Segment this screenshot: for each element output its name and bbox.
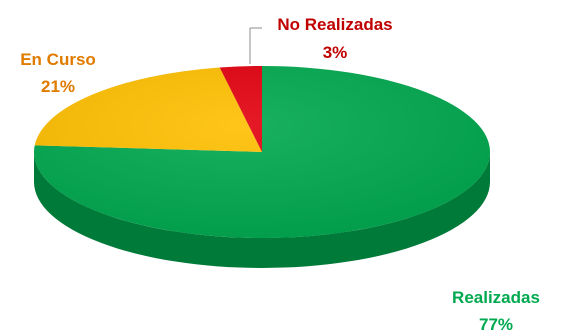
label-en-curso-value: 21% — [41, 77, 75, 96]
pie-side-realizadas — [34, 152, 490, 268]
pie-slices — [34, 66, 491, 239]
label-no-realizadas-name: No Realizadas — [277, 15, 392, 34]
pie-labels: Realizadas 77% En Curso 21% No Realizada… — [20, 15, 540, 334]
label-realizadas-value: 77% — [479, 315, 513, 334]
label-no-realizadas-value: 3% — [323, 43, 348, 62]
pie-3d-depth — [34, 152, 490, 268]
label-en-curso-name: En Curso — [20, 50, 96, 69]
label-realizadas-name: Realizadas — [452, 288, 540, 307]
